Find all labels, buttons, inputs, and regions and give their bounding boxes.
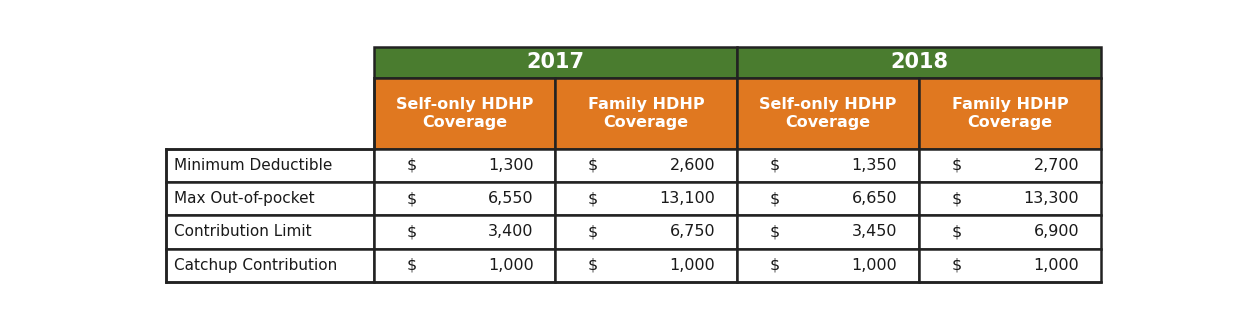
Text: $: $ <box>407 258 417 273</box>
Bar <box>373 46 737 78</box>
Text: Catchup Contribution: Catchup Contribution <box>174 258 337 273</box>
Text: Self-only HDHP
Coverage: Self-only HDHP Coverage <box>396 97 533 130</box>
Text: $: $ <box>407 158 417 173</box>
Text: 6,750: 6,750 <box>670 224 716 240</box>
Text: 2,700: 2,700 <box>1033 158 1079 173</box>
Text: $: $ <box>770 258 780 273</box>
Text: 1,300: 1,300 <box>488 158 534 173</box>
Text: Contribution Limit: Contribution Limit <box>174 224 311 240</box>
Text: $: $ <box>770 158 780 173</box>
Bar <box>920 182 1101 215</box>
Bar <box>555 149 737 182</box>
Text: Self-only HDHP
Coverage: Self-only HDHP Coverage <box>759 97 897 130</box>
Text: Family HDHP
Coverage: Family HDHP Coverage <box>588 97 705 130</box>
Text: $: $ <box>952 191 962 206</box>
Text: 6,550: 6,550 <box>488 191 534 206</box>
Text: Minimum Deductible: Minimum Deductible <box>174 158 332 173</box>
Bar <box>920 78 1101 149</box>
Text: $: $ <box>588 158 598 173</box>
Bar <box>920 215 1101 249</box>
Text: $: $ <box>588 224 598 240</box>
Text: 13,100: 13,100 <box>660 191 716 206</box>
Bar <box>737 182 920 215</box>
Bar <box>373 149 555 182</box>
Text: $: $ <box>770 191 780 206</box>
Bar <box>555 215 737 249</box>
Text: 6,650: 6,650 <box>852 191 897 206</box>
Bar <box>373 78 555 149</box>
Text: 1,000: 1,000 <box>670 258 716 273</box>
Bar <box>737 46 1101 78</box>
Text: 2,600: 2,600 <box>670 158 716 173</box>
Text: 13,300: 13,300 <box>1023 191 1079 206</box>
Text: 2017: 2017 <box>527 52 585 72</box>
Text: $: $ <box>407 224 417 240</box>
Text: 1,000: 1,000 <box>488 258 534 273</box>
Text: 3,450: 3,450 <box>852 224 897 240</box>
Text: 1,000: 1,000 <box>1033 258 1079 273</box>
Bar <box>166 249 373 282</box>
Bar <box>373 215 555 249</box>
Text: 6,900: 6,900 <box>1033 224 1079 240</box>
Text: Max Out-of-pocket: Max Out-of-pocket <box>174 191 315 206</box>
Bar <box>166 149 373 182</box>
Bar <box>920 249 1101 282</box>
Text: $: $ <box>588 258 598 273</box>
Text: $: $ <box>588 191 598 206</box>
Bar <box>166 78 373 149</box>
Bar <box>737 249 920 282</box>
Text: $: $ <box>952 258 962 273</box>
Bar <box>373 182 555 215</box>
Text: $: $ <box>407 191 417 206</box>
Bar <box>555 182 737 215</box>
Bar <box>555 78 737 149</box>
Text: 1,350: 1,350 <box>852 158 897 173</box>
Text: 2018: 2018 <box>890 52 948 72</box>
Bar <box>166 182 373 215</box>
Bar <box>555 249 737 282</box>
Bar <box>737 78 920 149</box>
Bar <box>373 249 555 282</box>
Text: 1,000: 1,000 <box>852 258 897 273</box>
Bar <box>920 149 1101 182</box>
Text: Family HDHP
Coverage: Family HDHP Coverage <box>952 97 1068 130</box>
Bar <box>166 46 373 78</box>
Bar <box>166 215 373 249</box>
Bar <box>737 149 920 182</box>
Text: 3,400: 3,400 <box>488 224 534 240</box>
Text: $: $ <box>770 224 780 240</box>
Bar <box>737 215 920 249</box>
Text: $: $ <box>952 224 962 240</box>
Text: $: $ <box>952 158 962 173</box>
